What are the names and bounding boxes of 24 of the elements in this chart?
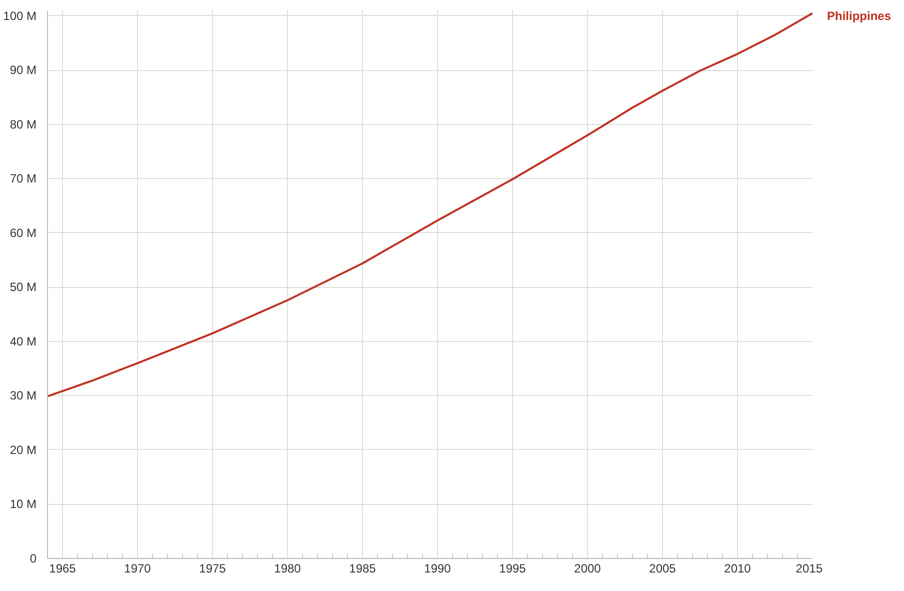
- y-tick-label: 40 M: [10, 334, 37, 348]
- x-tick-label: 1970: [124, 562, 152, 576]
- series-label: Philippines: [827, 8, 892, 25]
- x-tick-label: 1985: [349, 562, 376, 576]
- y-tick-label: 0: [30, 552, 37, 566]
- x-tick-label: 1965: [49, 562, 76, 576]
- y-tick-label: 80 M: [10, 117, 37, 132]
- y-tick-label: 70 M: [10, 172, 37, 186]
- x-tick-label: 2015: [796, 562, 823, 576]
- x-tick-label: 1975: [199, 562, 226, 576]
- y-tick-label: 30 M: [10, 388, 37, 403]
- y-tick-label: 10 M: [10, 497, 37, 512]
- x-tick-label: 2005: [649, 562, 676, 576]
- y-tick-label: 100 M: [3, 8, 37, 23]
- y-tick-label: 50 M: [10, 280, 37, 294]
- y-tick-label: 90 M: [10, 63, 37, 78]
- x-tick-label: 1995: [499, 562, 526, 576]
- x-tick-label: 2000: [574, 562, 602, 576]
- x-tick-label: 1980: [274, 562, 302, 576]
- x-tick-label: 2010: [724, 562, 752, 576]
- x-tick-label: 1990: [424, 562, 452, 576]
- y-tick-label: 20 M: [10, 442, 37, 457]
- line-series: [48, 12, 812, 398]
- y-tick-label: 60 M: [10, 226, 37, 240]
